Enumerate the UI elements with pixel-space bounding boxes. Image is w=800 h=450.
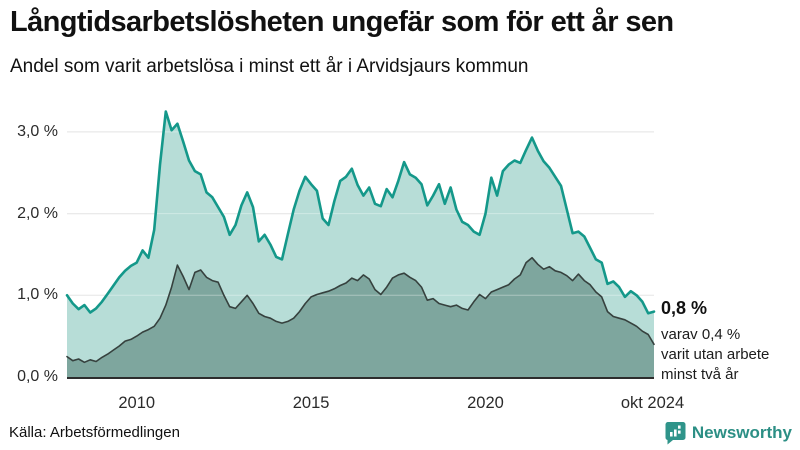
- annotation-note-line: minst två år: [661, 365, 739, 383]
- newsworthy-logo: Newsworthy: [665, 421, 792, 445]
- brand-name: Newsworthy: [691, 423, 792, 442]
- x-axis-label: 2020: [467, 394, 504, 412]
- source-text: Källa: Arbetsförmedlingen: [9, 424, 180, 441]
- newsworthy-bars-icon: [665, 422, 686, 445]
- y-axis-label: 0,0 %: [17, 368, 58, 385]
- chart-subtitle: Andel som varit arbetslösa i minst ett å…: [10, 56, 529, 77]
- y-axis-label: 2,0 %: [17, 204, 58, 222]
- annotation-note-line: varit utan arbete: [661, 345, 770, 363]
- x-axis-label: 2015: [292, 394, 330, 412]
- x-axis-label: 2010: [118, 394, 156, 412]
- annotation-note-line: varav 0,4 %: [661, 325, 741, 343]
- y-axis-label: 3,0 %: [17, 122, 58, 140]
- y-axis-label: 1,0 %: [17, 286, 58, 304]
- end-value-annotation: 0,8 % varav 0,4 % varit utan arbete mins…: [661, 298, 796, 385]
- page-title: Långtidsarbetslösheten ungefär som för e…: [10, 6, 674, 38]
- x-axis-label: okt 2024: [620, 394, 685, 412]
- annotation-value: 0,8 %: [661, 297, 708, 318]
